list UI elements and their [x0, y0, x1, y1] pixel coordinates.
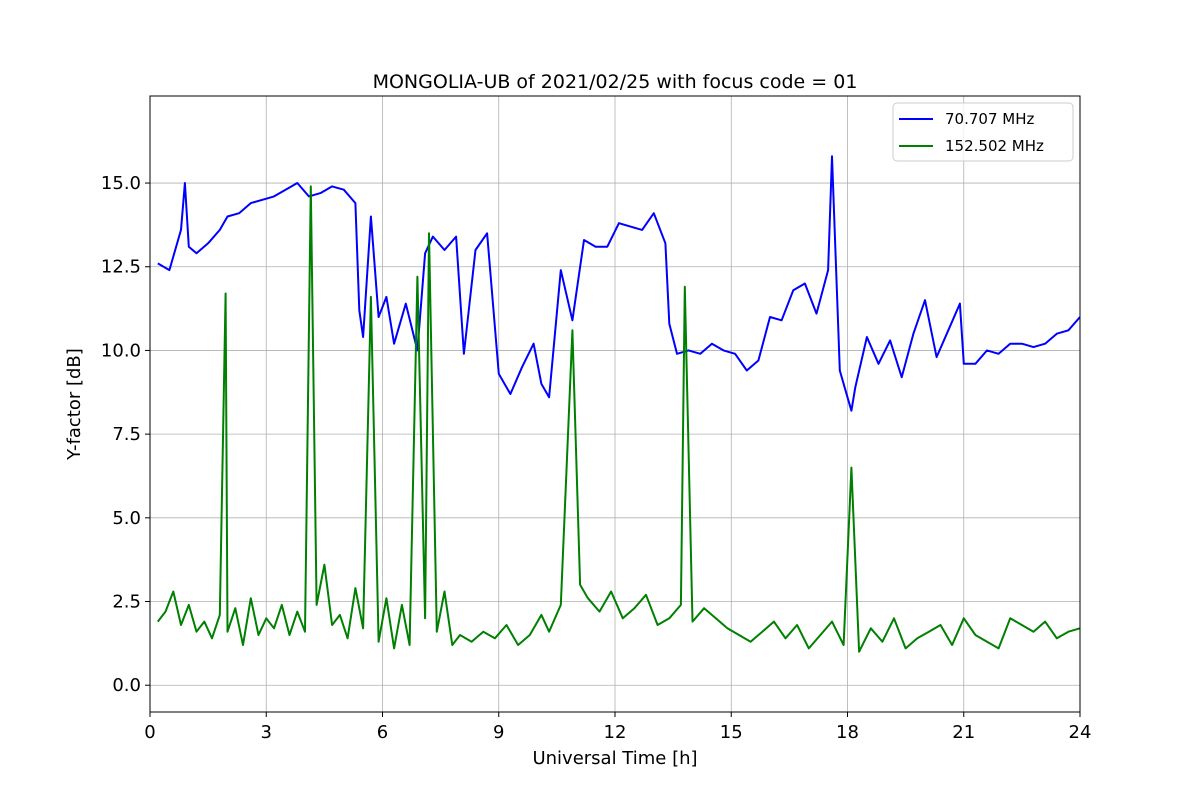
y-tick-label: 5.0	[112, 508, 141, 529]
chart-title: MONGOLIA-UB of 2021/02/25 with focus cod…	[373, 71, 858, 93]
series-line-1	[157, 185, 1081, 653]
y-tick-label: 10.0	[101, 340, 141, 361]
legend-label-series-0: 70.707 MHz	[945, 110, 1034, 128]
y-tick-label: 7.5	[112, 424, 141, 445]
x-tick-label: 15	[720, 722, 743, 743]
x-tick-label: 3	[261, 722, 272, 743]
series-line-0	[157, 155, 1081, 412]
y-tick-label: 0.0	[112, 675, 141, 696]
axis-ticks: 0 3 6 9 12 15 18 21 24 0.0 2.5 5.0 7.5 10.0 12.5 15.0	[101, 173, 1092, 743]
legend-box	[892, 102, 1074, 162]
x-tick-label: 24	[1069, 722, 1092, 743]
series-layer	[157, 155, 1081, 653]
y-tick-label: 12.5	[101, 257, 141, 278]
x-tick-label: 12	[604, 722, 627, 743]
x-tick-label: 9	[493, 722, 504, 743]
x-tick-label: 18	[836, 722, 859, 743]
x-axis-label: Universal Time [h]	[532, 748, 697, 769]
y-tick-label: 15.0	[101, 173, 141, 194]
legend: 70.707 MHz 152.502 MHz	[892, 102, 1074, 162]
legend-label-series-1: 152.502 MHz	[945, 137, 1044, 155]
x-tick-label: 0	[144, 722, 155, 743]
y-tick-label: 2.5	[112, 592, 141, 613]
y-axis-label: Y-factor [dB]	[64, 348, 85, 461]
x-tick-label: 6	[377, 722, 388, 743]
x-tick-label: 21	[952, 722, 975, 743]
